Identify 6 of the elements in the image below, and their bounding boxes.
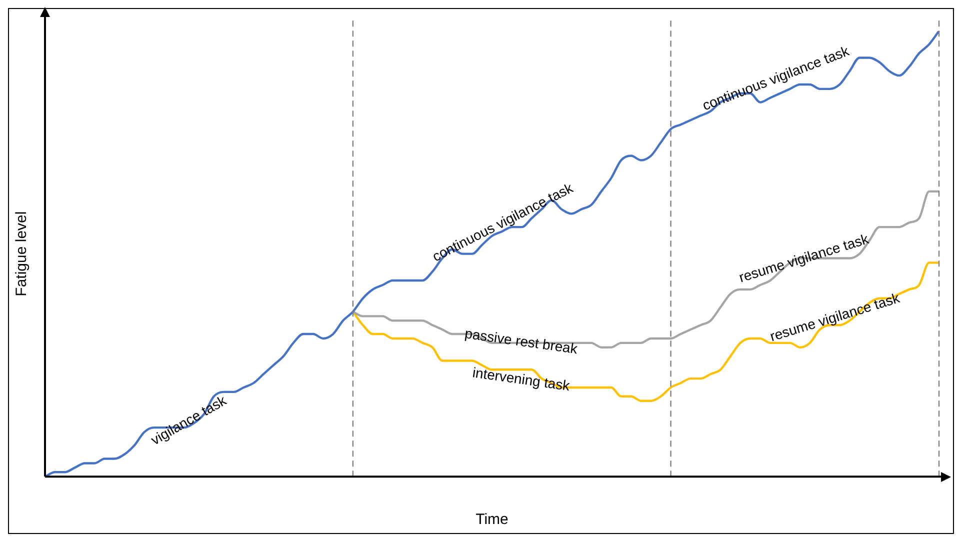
annotation: resume vigilance task xyxy=(768,289,902,344)
x-axis-title: Time xyxy=(476,511,508,528)
y-axis-title: Fatigue level xyxy=(13,211,30,296)
annotation: resume vigilance task xyxy=(736,230,872,286)
annotation: passive rest break xyxy=(464,325,580,357)
annotation: intervening task xyxy=(472,364,572,394)
